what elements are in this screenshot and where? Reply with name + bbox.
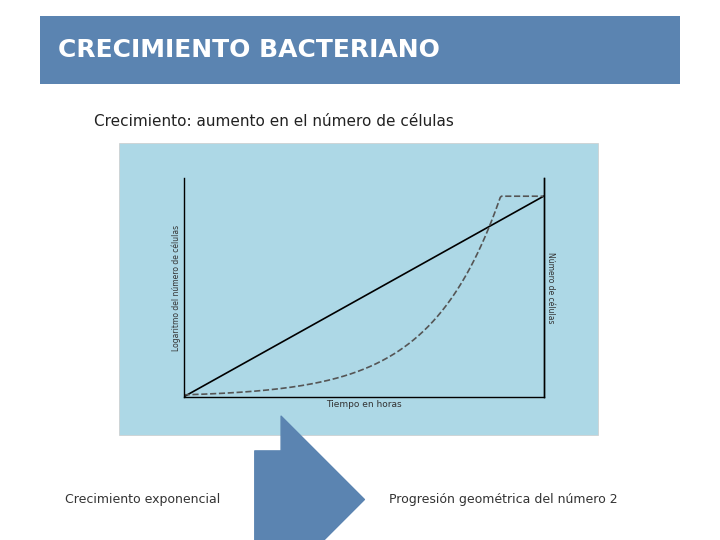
FancyBboxPatch shape xyxy=(119,143,598,435)
FancyBboxPatch shape xyxy=(40,16,680,84)
Text: Crecimiento exponencial: Crecimiento exponencial xyxy=(65,493,220,506)
Text: Crecimiento: aumento en el número de células: Crecimiento: aumento en el número de cél… xyxy=(94,114,454,129)
Y-axis label: Logaritmo del número de células: Logaritmo del número de células xyxy=(171,225,181,350)
Text: Progresión geométrica del número 2: Progresión geométrica del número 2 xyxy=(389,493,618,506)
Text: CRECIMIENTO BACTERIANO: CRECIMIENTO BACTERIANO xyxy=(58,38,439,62)
FancyArrowPatch shape xyxy=(255,416,364,540)
Y-axis label: Número de células: Número de células xyxy=(546,252,555,323)
X-axis label: Tiempo en horas: Tiempo en horas xyxy=(325,400,402,409)
